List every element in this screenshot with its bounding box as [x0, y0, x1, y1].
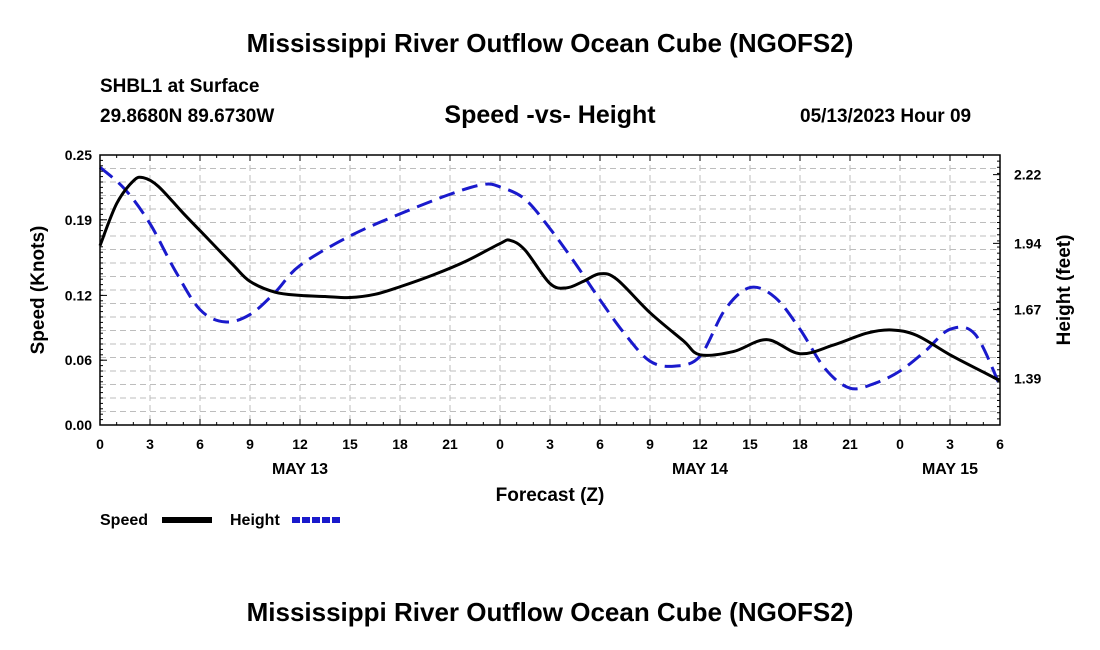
x-tick-label: 12	[292, 436, 308, 452]
axes: 0 3 6 9 12 15 18 21 0 3 6 9 12 15 18 21 0 3 6 0.00 0.06 0.12 0…	[65, 147, 1042, 478]
x-tick-label: 9	[246, 436, 254, 452]
legend-label-speed: Speed	[100, 512, 148, 529]
y2-tick-label: 1.39	[1014, 370, 1041, 386]
legend-label-height: Height	[230, 512, 280, 529]
x-tick-label: 6	[596, 436, 604, 452]
station-coordinates: 29.8680N 89.6730W	[100, 106, 275, 127]
y2-axis-label: Height (feet)	[1054, 235, 1075, 346]
x-tick-label: 21	[442, 436, 458, 452]
x-tick-label: 9	[646, 436, 654, 452]
x-tick-label: 3	[146, 436, 154, 452]
footer-title: Mississippi River Outflow Ocean Cube (NG…	[246, 597, 854, 627]
x-tick-label: 3	[546, 436, 554, 452]
y-tick-label: 0.12	[65, 287, 92, 303]
x-tick-label: 21	[842, 436, 858, 452]
forecast-datetime: 05/13/2023 Hour 09	[800, 106, 972, 127]
y-axis-label: Speed (Knots)	[28, 226, 49, 355]
date-label: MAY 13	[272, 461, 328, 478]
date-label: MAY 15	[922, 461, 978, 478]
x-tick-label: 18	[792, 436, 808, 452]
y2-tick-label: 1.94	[1014, 235, 1041, 251]
legend: Speed Height	[100, 512, 342, 529]
series-lines	[98, 166, 1002, 391]
y2-tick-label: 1.67	[1014, 302, 1041, 318]
x-tick-label: 3	[946, 436, 954, 452]
x-tick-label: 15	[742, 436, 758, 452]
series-line-speed	[98, 175, 1001, 383]
x-tick-label: 0	[96, 436, 104, 452]
x-tick-label: 18	[392, 436, 408, 452]
series-line-height	[99, 166, 1002, 391]
chart-subtitle: Speed -vs- Height	[444, 101, 656, 129]
y-tick-label: 0.25	[65, 147, 92, 163]
y-tick-label: 0.19	[65, 212, 92, 228]
x-tick-label: 6	[196, 436, 204, 452]
x-tick-label: 0	[896, 436, 904, 452]
x-tick-label: 0	[496, 436, 504, 452]
page-title: Mississippi River Outflow Ocean Cube (NG…	[246, 28, 854, 58]
y2-tick-label: 2.22	[1014, 167, 1041, 183]
x-tick-label: 6	[996, 436, 1004, 452]
y-tick-label: 0.06	[65, 352, 92, 368]
x-tick-label: 15	[342, 436, 358, 452]
x-tick-label: 12	[692, 436, 708, 452]
x-axis-label: Forecast (Z)	[496, 485, 605, 506]
date-label: MAY 14	[672, 461, 728, 478]
y-tick-label: 0.00	[65, 417, 92, 433]
station-label: SHBL1 at Surface	[100, 76, 260, 97]
grid-lines	[100, 155, 1000, 425]
